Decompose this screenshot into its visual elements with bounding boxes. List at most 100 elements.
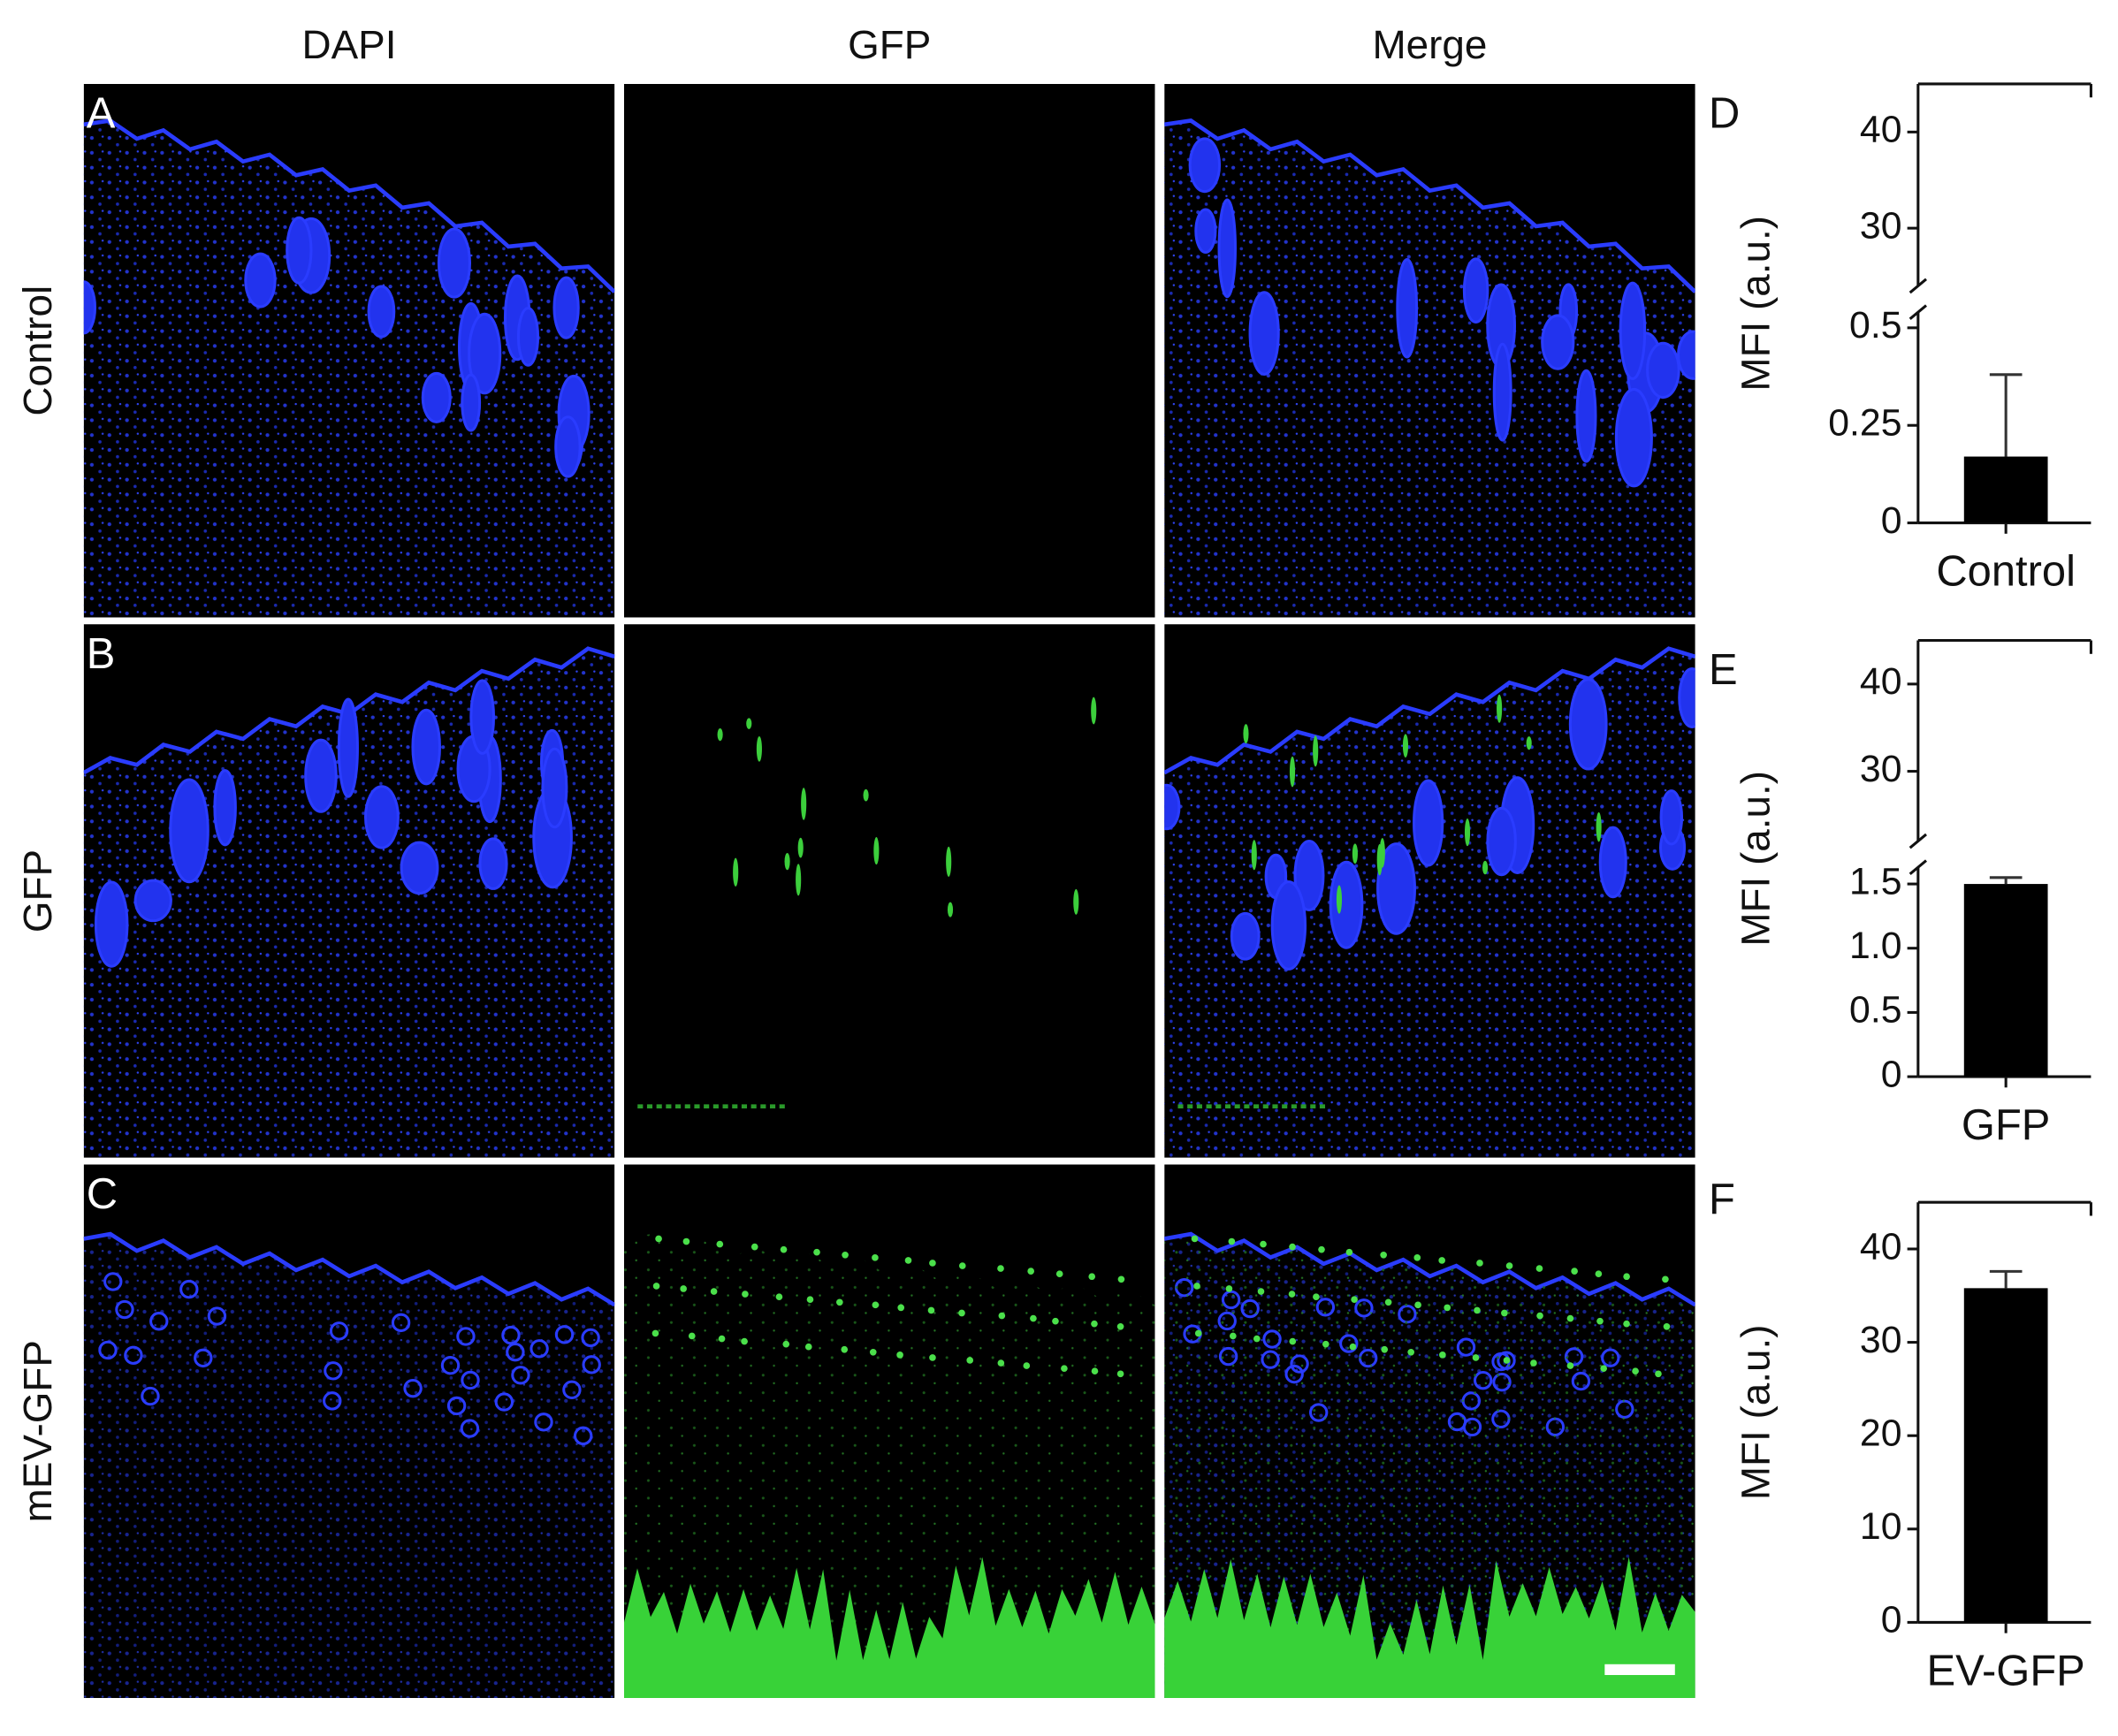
nucleus-cluster: [337, 697, 359, 798]
micrograph: [623, 624, 1155, 1158]
gfp-dot: [1413, 1254, 1421, 1261]
gfp-dot: [896, 1351, 903, 1359]
nucleus-cluster: [494, 1392, 514, 1412]
dapi-tissue: [83, 1234, 615, 1698]
gfp-signal: [1352, 843, 1358, 864]
nucleus-cluster: [115, 1299, 134, 1320]
gfp-dot: [1571, 1268, 1578, 1275]
gfp-dot: [1091, 1367, 1099, 1375]
gfp-dot: [872, 1254, 879, 1261]
gfp-signal: [797, 837, 804, 858]
nucleus-cluster: [468, 312, 502, 395]
nucleus-cluster: [1230, 911, 1261, 961]
gfp-dot: [897, 1304, 905, 1312]
bar: [1963, 884, 2048, 1077]
nucleus-cluster: [98, 1340, 118, 1360]
gfp-dot: [716, 1240, 724, 1248]
gfp-dot: [1289, 1337, 1297, 1345]
gfp-dot: [1345, 1248, 1353, 1256]
nucleus-cluster: [506, 1342, 525, 1362]
gfp-dot: [806, 1296, 814, 1304]
nucleus-cluster: [1293, 839, 1325, 912]
gfp-dot: [780, 1245, 788, 1253]
micrographs: [83, 83, 1695, 1698]
nucleus-cluster: [1486, 806, 1517, 877]
nucleus-cluster: [403, 1378, 423, 1398]
gfp-dot: [1655, 1370, 1662, 1378]
micrograph: [83, 624, 615, 1158]
y-tick-label: 0: [1881, 1053, 1902, 1095]
gfp-dot: [741, 1337, 748, 1345]
gfp-dot: [1474, 1306, 1481, 1314]
gfp-dot: [1476, 1260, 1483, 1267]
gfp-dot: [904, 1257, 912, 1264]
gfp-dot: [1260, 1240, 1267, 1248]
gfp-dot: [966, 1357, 974, 1364]
gfp-dot: [1566, 1314, 1574, 1322]
gfp-signal: [946, 846, 952, 877]
axis-break: [1908, 278, 1927, 294]
nucleus-cluster: [169, 778, 210, 884]
gfp-dot: [998, 1312, 1006, 1320]
row-label: mEV-GFP: [15, 1340, 60, 1522]
gfp-dot: [958, 1262, 966, 1269]
gfp-dot: [742, 1291, 749, 1298]
gfp-dot: [836, 1298, 843, 1306]
micrograph: [623, 1164, 1155, 1698]
y-tick-label: 40: [1860, 660, 1902, 703]
gfp-muscle: [623, 1557, 1155, 1698]
nucleus-cluster: [1217, 198, 1238, 299]
gfp-dot: [1191, 1235, 1199, 1243]
bar-chart: D MFI (a.u.) 0 0.25 0.5 30 40 Control: [1709, 82, 2092, 596]
dapi-edge: [1164, 646, 1695, 775]
gfp-dot: [1623, 1273, 1630, 1281]
gfp-dot: [750, 1243, 758, 1251]
gfp-dot: [1536, 1312, 1543, 1320]
y-tick-label: 30: [1860, 204, 1902, 247]
gfp-muscle: [1164, 1557, 1695, 1698]
panel-letter: E: [1709, 646, 1738, 694]
nucleus-cluster: [581, 1328, 600, 1348]
gfp-dot: [775, 1293, 783, 1300]
nucleus-cluster: [1396, 258, 1419, 359]
y-tick-label: 40: [1860, 109, 1902, 151]
nucleus-cluster: [511, 1366, 530, 1385]
gfp-dot: [1055, 1270, 1063, 1278]
gfp-dot: [1289, 1243, 1296, 1251]
nucleus-cluster: [1614, 387, 1653, 488]
gfp-dot: [1257, 1288, 1265, 1295]
nucleus-cluster: [530, 1339, 549, 1359]
y-tick-label: 1.5: [1849, 860, 1901, 902]
gfp-signal: [733, 857, 739, 887]
gfp-signal: [1596, 811, 1602, 842]
gfp-dot: [652, 1283, 660, 1290]
gfp-dot: [1632, 1367, 1639, 1375]
nucleus-cluster: [461, 1370, 480, 1390]
y-tick-label: 30: [1860, 1319, 1902, 1361]
gfp-dot: [1030, 1314, 1037, 1322]
nucleus-cluster: [1575, 369, 1597, 463]
bar-chart: E MFI (a.u.) 0 0.5 1.0 1.5 30 40 GFP: [1709, 638, 2092, 1149]
gfp-signal: [947, 902, 954, 917]
column-header: DAPI: [302, 22, 397, 67]
nucleus-cluster: [391, 1313, 411, 1333]
gfp-dot: [1503, 1357, 1511, 1364]
micrograph-background: [623, 83, 1155, 618]
gfp-dot: [997, 1265, 1004, 1272]
gfp-dot: [929, 1260, 936, 1267]
panel-letter: C: [87, 1170, 118, 1218]
gfp-signal: [1313, 735, 1319, 767]
nucleus-cluster: [213, 769, 237, 847]
micrograph: [623, 83, 1155, 618]
gfp-dot: [718, 1335, 726, 1343]
gfp-signal: [796, 864, 802, 896]
nucleus-cluster: [133, 879, 172, 923]
nucleus-cluster: [562, 1380, 582, 1400]
nucleus-cluster: [1248, 291, 1280, 376]
y-axis-title: MFI (a.u.): [1733, 771, 1779, 947]
row-label: GFP: [15, 849, 60, 933]
nucleus-cluster: [323, 1391, 342, 1411]
nucleus-cluster: [478, 837, 508, 890]
nucleus-cluster: [363, 785, 400, 849]
